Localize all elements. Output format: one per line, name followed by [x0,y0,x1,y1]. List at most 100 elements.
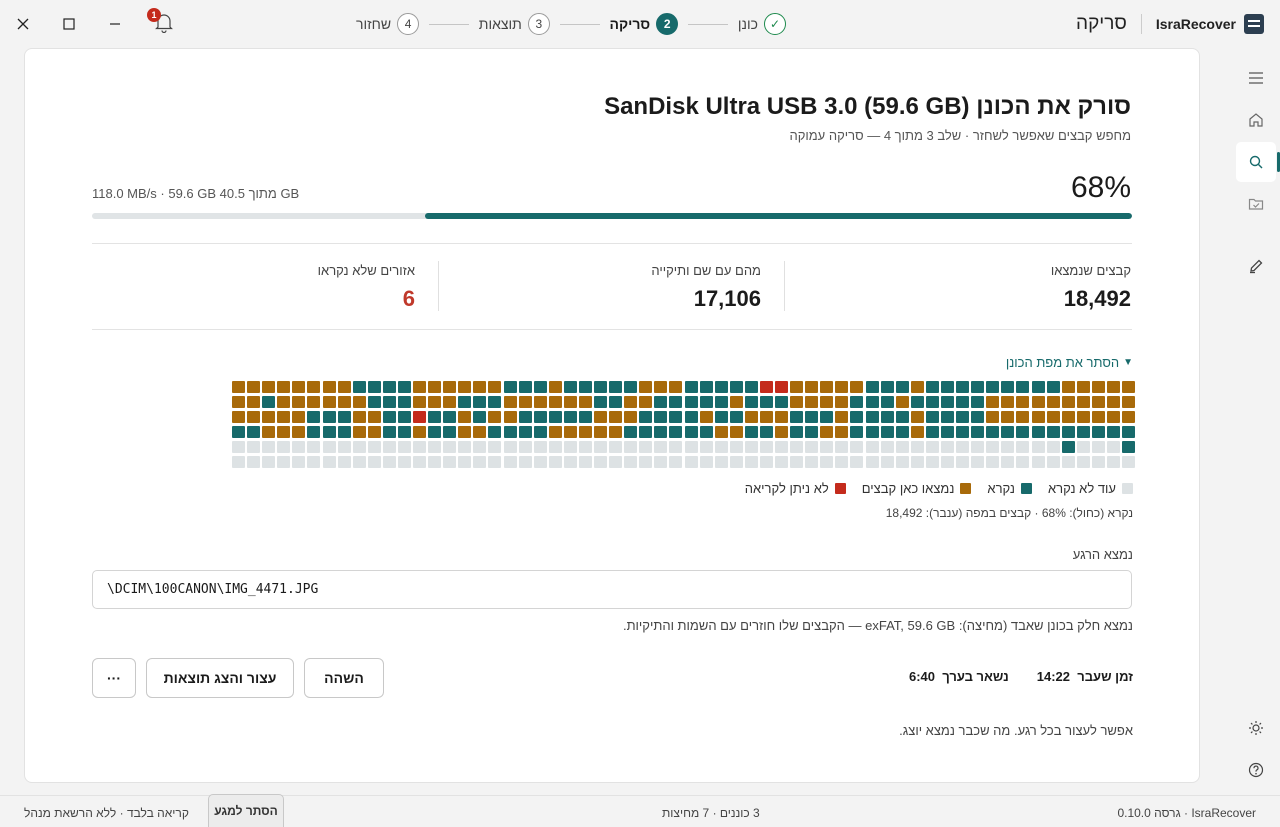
nav-recovered-files[interactable] [1236,184,1276,224]
map-cell [654,441,668,453]
pause-button[interactable]: השהה [304,658,384,698]
theme-toggle[interactable] [1236,708,1276,748]
map-cell [533,441,547,453]
map-cell [1031,426,1045,438]
page-name: סריקה [1076,13,1127,34]
stop-and-show-results-button[interactable]: עצור והצג תוצאות [146,658,294,698]
step-label: שחזור [356,16,392,32]
maximize-window-button[interactable] [54,9,84,39]
map-cell [986,426,1000,438]
legend-read: נקרא [987,481,1032,496]
close-window-button[interactable] [8,9,38,39]
map-cell [759,381,773,393]
map-cell [518,426,532,438]
map-cell [1016,381,1030,393]
map-cell [820,426,834,438]
map-cell [956,411,970,423]
map-cell [1031,411,1045,423]
map-cell [292,441,306,453]
map-cell [1106,381,1120,393]
map-cell [1046,396,1060,408]
map-cell [835,441,849,453]
map-cell [232,426,245,438]
title-bar: 1 ✓ כונן 2 סריקה 3 תוצאות 4 שחזור IsraRe… [0,0,1280,48]
map-cell [759,411,773,423]
map-cell [684,426,698,438]
step-label: תוצאות [478,16,522,32]
map-cell [775,381,789,393]
map-cell [1061,426,1075,438]
map-cell [262,441,276,453]
map-cell [729,396,743,408]
map-cell [729,381,743,393]
map-cell [247,396,261,408]
more-options-button[interactable]: ··· [92,658,136,698]
step-results[interactable]: 3 תוצאות [479,13,550,35]
drive-map [232,381,1135,471]
map-cell [518,381,532,393]
scan-speed: 118.0 MB/s · 59.6 GB מתוך 40.5 GB [92,186,300,201]
map-cell [1061,396,1075,408]
map-cell [790,411,804,423]
map-cell [277,411,291,423]
map-cell [594,456,608,468]
nav-edit[interactable] [1236,246,1276,286]
map-cell [714,396,728,408]
map-cell [699,456,713,468]
step-drive[interactable]: ✓ כונן [738,13,786,35]
map-cell [775,426,789,438]
map-cell [1091,426,1105,438]
map-cell [714,441,728,453]
nav-scan[interactable] [1236,142,1280,182]
toggle-drive-map[interactable]: ▼ הסתר את מפת הכונן [1006,355,1133,370]
map-cell [503,426,517,438]
map-cell [262,456,276,468]
map-cell [322,381,336,393]
map-cell [639,411,653,423]
map-cell [910,411,924,423]
map-cell [503,381,517,393]
map-cell [956,426,970,438]
map-cell [880,426,894,438]
map-cell [428,381,442,393]
help-button[interactable] [1236,750,1276,790]
hide-for-touch-button[interactable]: הסתר למגע [208,794,284,827]
map-cell [413,441,427,453]
map-cell [744,441,758,453]
map-cell [367,381,381,393]
step-scan[interactable]: 2 סריקה [610,13,679,35]
map-cell [1001,411,1015,423]
map-cell [1106,426,1120,438]
notifications-button[interactable]: 1 [147,8,175,35]
map-cell [563,456,577,468]
map-cell [1016,456,1030,468]
map-cell [1031,441,1045,453]
minimize-window-button[interactable] [100,9,130,39]
scan-card: סורק את הכונן SanDisk Ultra USB 3.0 (59.… [24,48,1200,783]
map-cell [232,396,245,408]
map-cell [548,396,562,408]
menu-button[interactable] [1236,58,1276,98]
map-cell [639,426,653,438]
map-cell [790,396,804,408]
nav-home[interactable] [1236,100,1276,140]
progress-percent: 68% [1070,171,1131,204]
map-cell [503,441,517,453]
map-cell [428,396,442,408]
map-cell [247,441,261,453]
map-cell [805,396,819,408]
legend-swatch [1122,483,1133,494]
map-cell [563,381,577,393]
map-cell [307,456,321,468]
pencil-icon [1250,259,1263,274]
map-cell [880,411,894,423]
step-restore[interactable]: 4 שחזור [356,13,420,35]
map-cell [790,381,804,393]
map-cell [624,426,638,438]
map-cell [624,396,638,408]
map-cell [1106,396,1120,408]
map-cell [533,411,547,423]
map-cell [292,426,306,438]
map-cell [1016,396,1030,408]
scan-progress-bar [92,213,1132,219]
